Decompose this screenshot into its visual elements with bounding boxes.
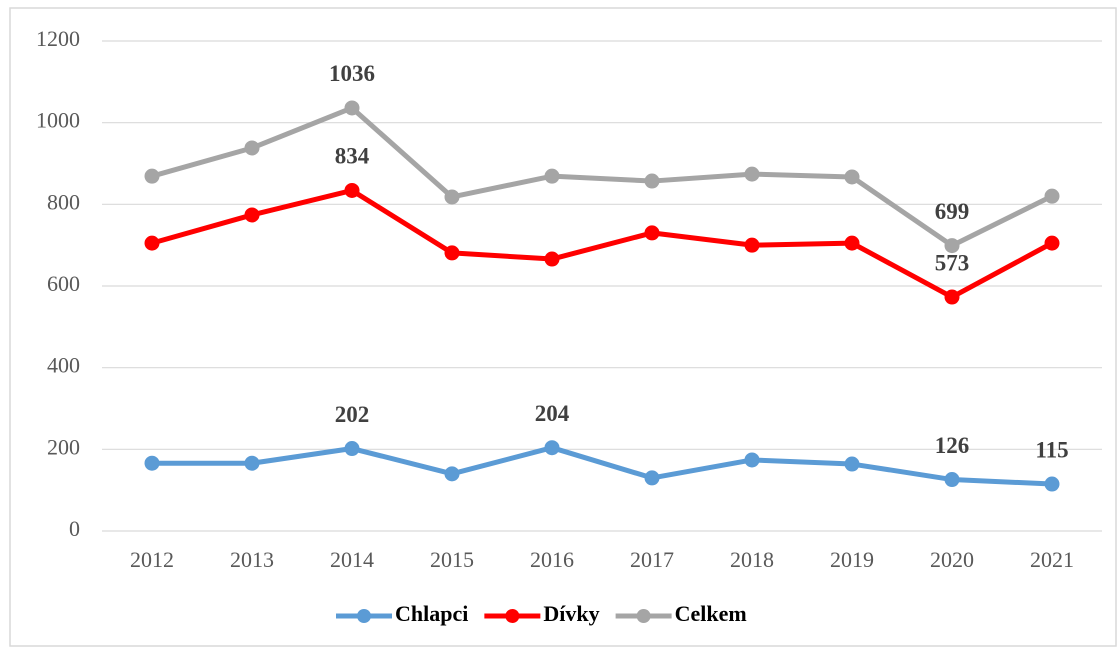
x-tick-label: 2014 [330, 547, 374, 572]
x-tick-label: 2017 [630, 547, 674, 572]
data-label: 115 [1035, 437, 1068, 462]
x-tick-label: 2019 [830, 547, 874, 572]
data-point [344, 100, 360, 116]
data-point [544, 168, 560, 184]
data-label: 204 [535, 401, 570, 426]
y-tick-label: 400 [47, 353, 80, 378]
legend-marker [636, 609, 651, 623]
data-point [844, 169, 860, 185]
data-point [744, 166, 760, 182]
data-label: 202 [335, 402, 370, 427]
data-label: 834 [335, 144, 370, 169]
y-tick-label: 0 [69, 516, 80, 541]
data-point [144, 455, 160, 471]
series-line [151, 105, 1054, 249]
data-point [144, 235, 160, 251]
data-point [644, 225, 660, 241]
y-tick-label: 1200 [36, 26, 80, 51]
data-point [544, 251, 560, 267]
data-point [644, 173, 660, 189]
data-point [1044, 235, 1060, 251]
y-tick-label: 800 [47, 189, 80, 214]
data-point [744, 237, 760, 253]
data-point [1044, 476, 1060, 492]
series-line [152, 445, 1053, 487]
data-point [244, 140, 260, 156]
data-label: 573 [935, 250, 970, 275]
data-label: 699 [935, 199, 970, 224]
y-tick-label: 600 [47, 271, 80, 296]
data-point [444, 189, 460, 205]
data-point [344, 182, 360, 198]
legend-marker [357, 609, 371, 623]
data-point [844, 456, 860, 472]
data-label: 126 [935, 433, 970, 458]
data-point [244, 207, 260, 223]
data-point [844, 235, 860, 251]
chart-border [9, 7, 1117, 647]
data-point [244, 455, 260, 471]
legend-label: Chlapci [395, 601, 468, 626]
data-point [344, 441, 360, 457]
series-line [151, 187, 1054, 300]
x-tick-label: 2018 [730, 547, 774, 572]
data-point [944, 472, 960, 488]
y-tick-label: 1000 [36, 108, 80, 133]
x-tick-label: 2020 [930, 547, 974, 572]
data-point [944, 289, 960, 305]
x-tick-label: 2012 [130, 547, 174, 572]
data-point [444, 245, 460, 261]
data-point [144, 168, 160, 184]
data-point [444, 466, 460, 482]
x-tick-label: 2015 [430, 547, 474, 572]
x-tick-label: 2016 [530, 547, 574, 572]
legend-marker [505, 609, 520, 623]
x-tick-label: 2021 [1030, 547, 1074, 572]
y-tick-label: 200 [47, 434, 80, 459]
legend-label: Celkem [675, 601, 747, 626]
data-point [944, 238, 960, 254]
data-label: 1036 [329, 61, 375, 86]
x-tick-label: 2013 [230, 547, 274, 572]
legend-label: Dívky [543, 601, 599, 626]
data-point [1044, 188, 1060, 204]
data-point [744, 452, 760, 468]
data-point [644, 470, 660, 486]
data-point [544, 440, 560, 456]
